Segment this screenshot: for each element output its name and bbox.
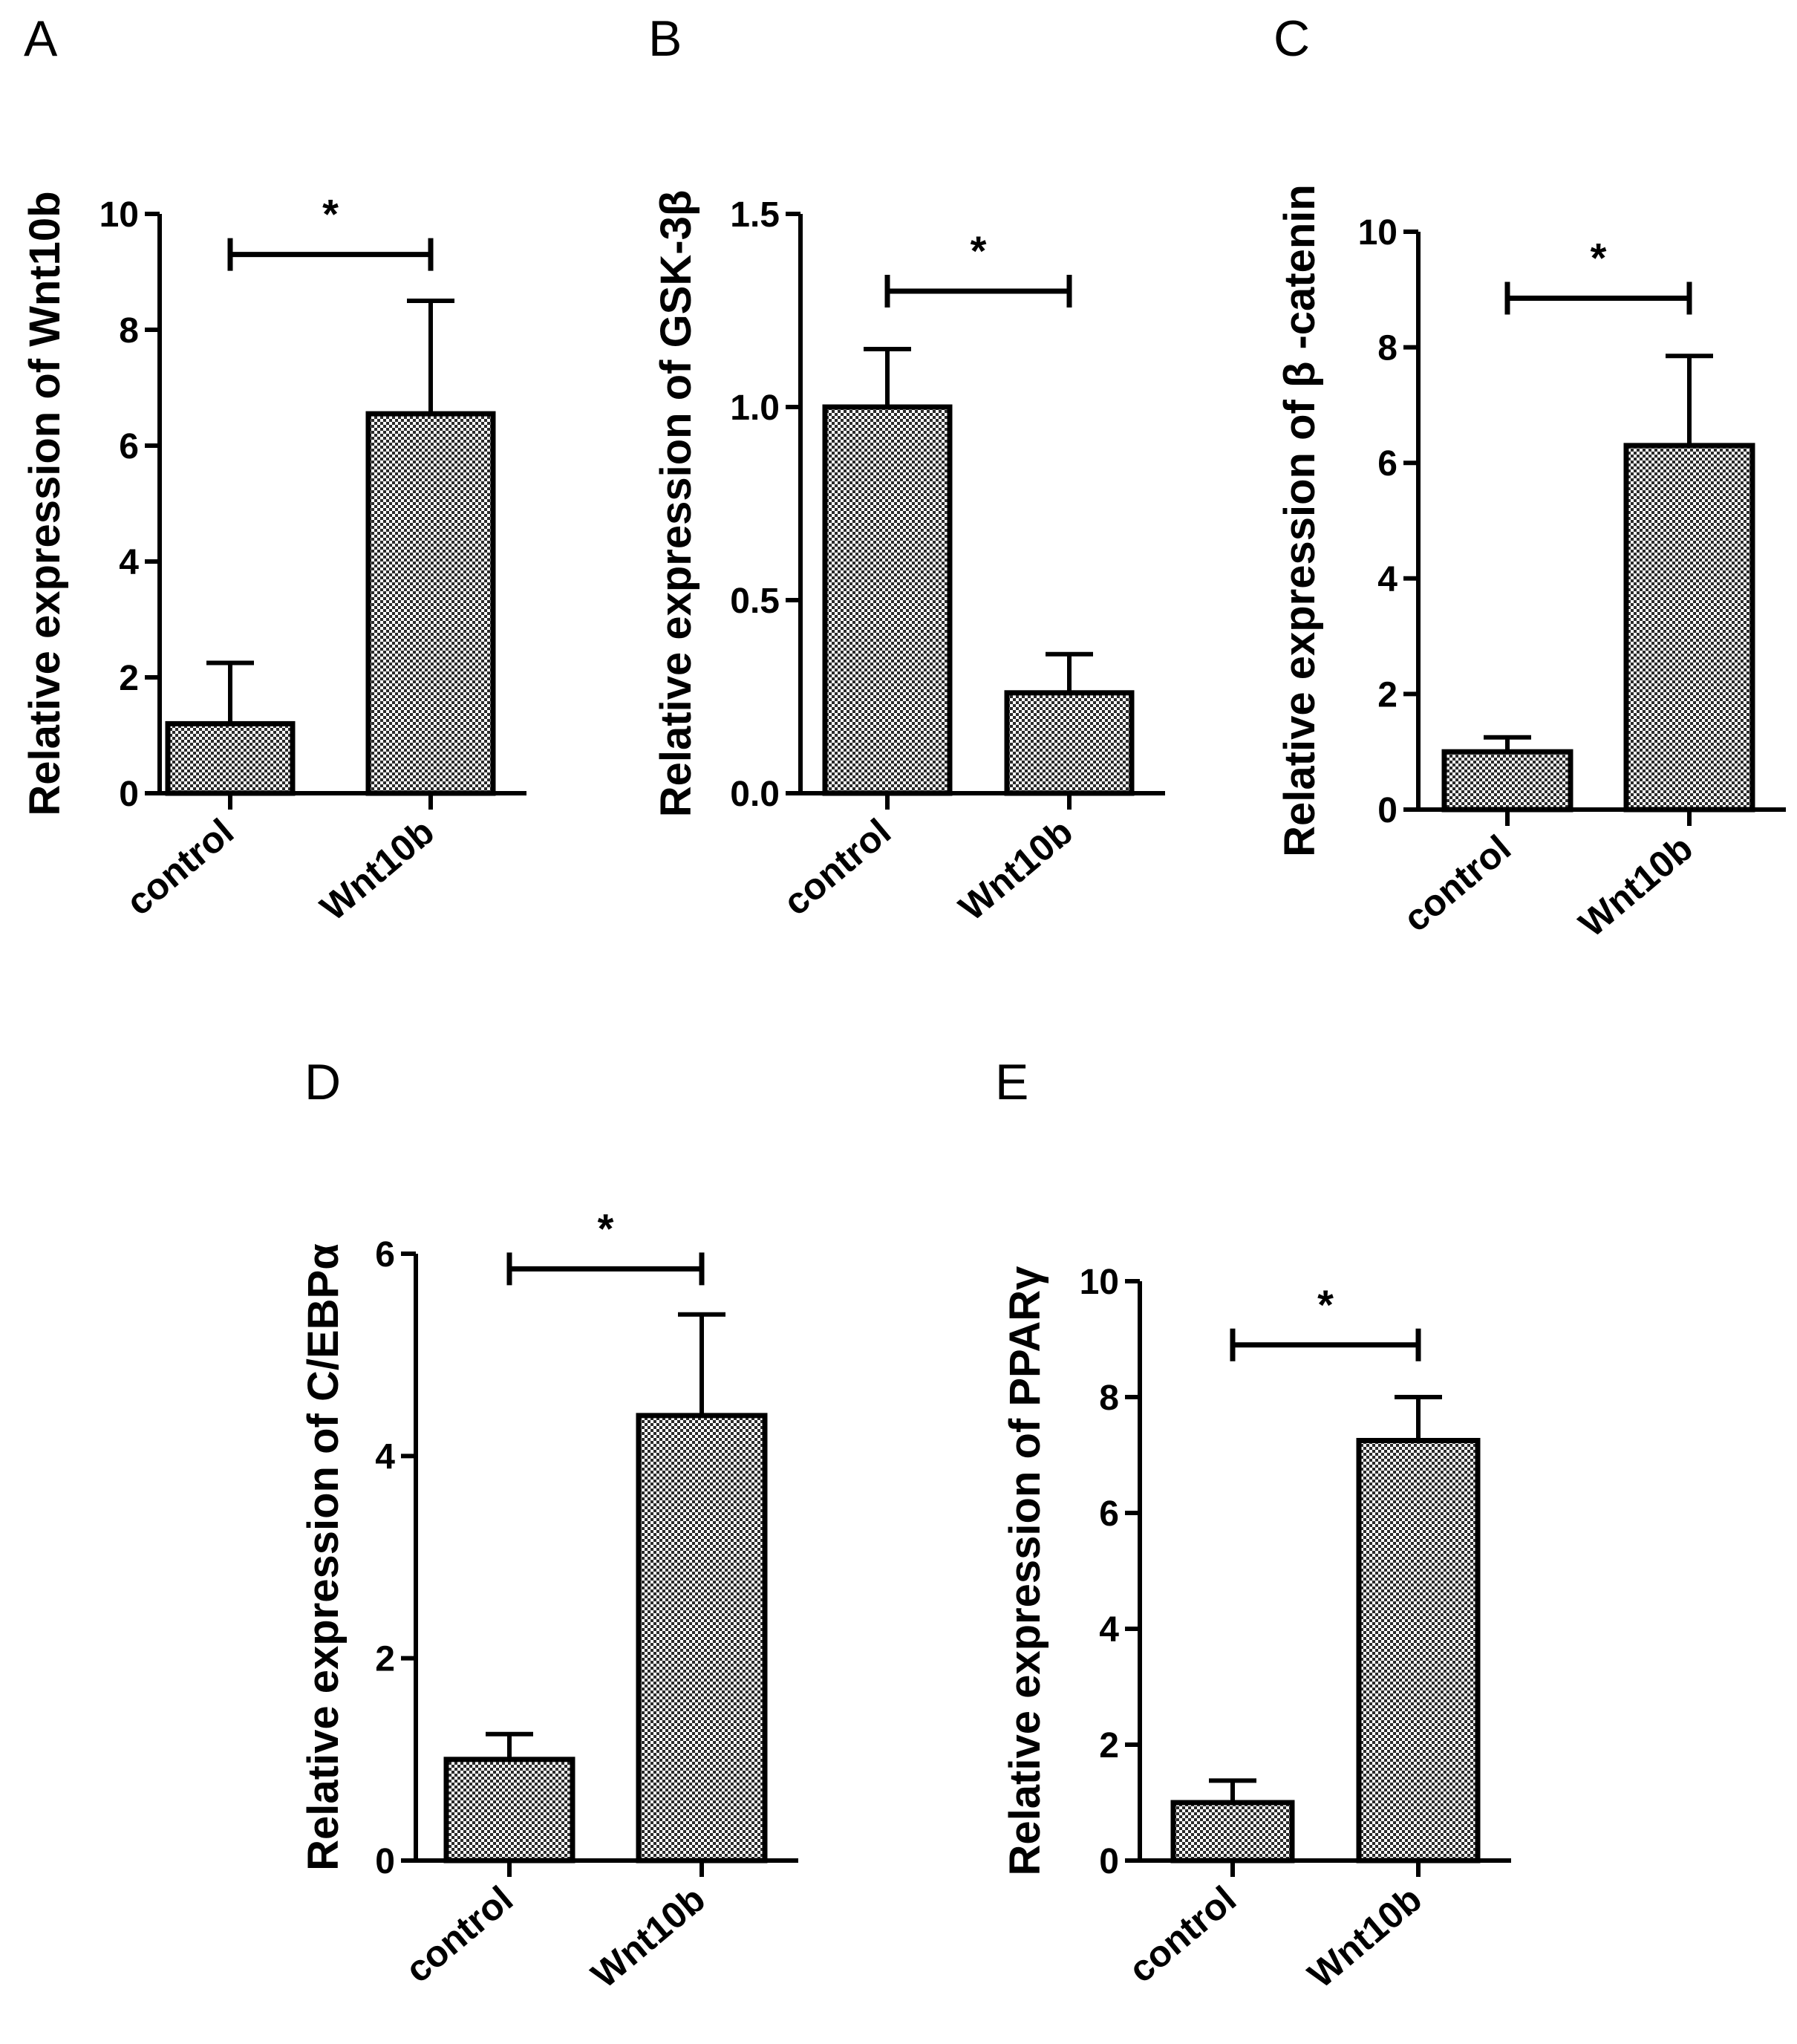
y-tick-label: 2 <box>119 659 139 698</box>
x-category-label: Wnt10b <box>313 811 442 929</box>
y-axis-title: Relative expression of C/EBPα <box>299 1243 348 1871</box>
y-axis-title: Relative expression of Wnt10b <box>21 191 69 816</box>
y-axis-title: Relative expression of PPARγ <box>1001 1266 1049 1876</box>
chart-panel-d: D Relative expression of C/EBPα 0 2 4 6 contro… <box>299 1054 798 1996</box>
y-tick-label: 4 <box>1377 560 1398 599</box>
y-tick-label: 1.5 <box>730 195 780 235</box>
y-tick-label: 6 <box>375 1235 395 1275</box>
significance-star: * <box>598 1205 614 1252</box>
panel-letter: D <box>304 1054 341 1110</box>
y-tick-label: 0 <box>1099 1842 1119 1881</box>
chart-panel-a: A Relative expression of Wnt10b 0 2 4 6 8 10 con… <box>21 10 526 928</box>
x-category-label: control <box>118 811 241 924</box>
bar-control <box>1170 1800 1295 1864</box>
y-tick-label: 6 <box>1099 1494 1119 1534</box>
y-axis-title: Relative expression of β -catenin <box>1276 184 1324 857</box>
bar-wnt10b <box>365 411 496 796</box>
x-category-label: Wnt10b <box>1571 827 1700 945</box>
bar-wnt10b <box>1004 690 1135 796</box>
y-tick-label: 0 <box>119 775 139 814</box>
significance-star: * <box>1591 234 1607 281</box>
x-category-label: control <box>1121 1878 1244 1991</box>
y-tick-label: 6 <box>119 427 139 466</box>
y-tick-label: 2 <box>375 1640 395 1679</box>
panel-letter: A <box>24 10 58 67</box>
y-tick-label: 0.0 <box>730 775 780 814</box>
panel-letter: C <box>1273 10 1310 67</box>
y-tick-label: 2 <box>1099 1726 1119 1765</box>
y-tick-label: 0 <box>375 1842 395 1881</box>
y-tick-label: 6 <box>1377 444 1398 484</box>
y-tick-label: 8 <box>119 311 139 351</box>
bar-wnt10b <box>1356 1438 1481 1864</box>
y-tick-label: 8 <box>1377 329 1398 368</box>
panel-letter: E <box>995 1054 1028 1110</box>
y-tick-label: 0.5 <box>730 582 780 621</box>
significance-star: * <box>322 191 339 238</box>
bar-control <box>1441 749 1573 813</box>
bar-control <box>165 720 296 796</box>
x-category-label: control <box>1395 827 1519 940</box>
y-tick-label: 4 <box>1099 1610 1119 1650</box>
significance-star: * <box>1317 1281 1334 1328</box>
chart-panel-b: B Relative expression of GSK-3β 0.0 0.5 1.0 1… <box>648 10 1165 928</box>
panel-letter: B <box>648 10 682 67</box>
y-tick-label: 10 <box>100 195 139 235</box>
bar-wnt10b <box>636 1413 768 1864</box>
bar-control <box>822 404 953 796</box>
y-tick-label: 4 <box>375 1437 395 1477</box>
y-tick-label: 10 <box>1358 213 1398 253</box>
y-tick-label: 2 <box>1377 675 1398 715</box>
chart-panel-e: E Relative expression of PPARγ 0 2 4 6 8 10 cont… <box>995 1054 1511 1996</box>
y-tick-label: 4 <box>119 543 139 582</box>
significance-star: * <box>971 227 987 274</box>
x-category-label: control <box>775 811 898 924</box>
y-tick-label: 10 <box>1080 1263 1119 1302</box>
x-category-label: Wnt10b <box>951 811 1080 929</box>
y-tick-label: 8 <box>1099 1379 1119 1418</box>
x-category-label: Wnt10b <box>584 1878 713 1996</box>
x-category-label: Wnt10b <box>1300 1878 1429 1996</box>
y-tick-label: 1.0 <box>730 388 780 428</box>
bar-control <box>443 1757 575 1864</box>
x-category-label: control <box>397 1878 521 1991</box>
y-tick-label: 0 <box>1377 791 1398 830</box>
bar-wnt10b <box>1623 443 1755 813</box>
chart-panel-c: C Relative expression of β -catenin 0 2 4 6 8 1… <box>1273 10 1786 945</box>
y-axis-title: Relative expression of GSK-3β <box>652 190 700 817</box>
